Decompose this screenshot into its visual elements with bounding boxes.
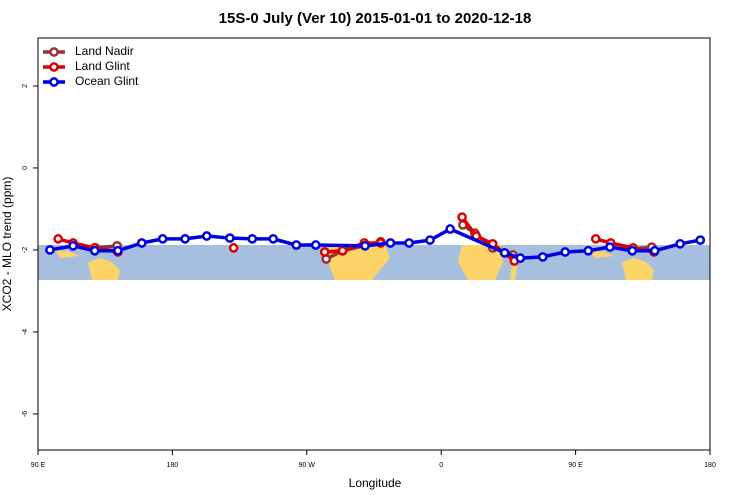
data-point [136,238,147,248]
legend-marker [49,77,59,87]
legend-marker [49,47,59,57]
y-tick-label: 0 [22,166,29,170]
data-point [310,240,321,250]
data-point [228,243,239,253]
data-point [201,231,212,241]
data-point [319,247,330,257]
data-point [649,245,660,256]
data-point [499,247,510,258]
data-point [425,235,435,245]
data-point [515,253,526,263]
legend-label: Land Nadir [75,44,134,58]
data-point [180,234,190,244]
legend-label: Ocean Glint [75,74,139,88]
data-point [445,224,456,234]
data-point [627,245,638,256]
data-point [225,233,235,243]
data-point [68,240,78,251]
x-tick-label: 90 E [568,462,583,469]
data-point [560,247,570,257]
data-point [537,252,548,262]
data-point [605,242,615,252]
x-tick-label: 180 [167,462,179,469]
x-tick-label: 0 [439,462,443,469]
series-line [49,227,701,260]
data-point [291,240,302,250]
y-tick-label: -4 [22,329,29,335]
data-point [404,238,414,248]
data-point [695,235,706,245]
legend-marker [49,62,59,72]
y-axis-label: XCO2 - MLO trend (ppm) [0,177,14,312]
data-point [113,245,123,256]
y-tick-label: -2 [22,247,29,253]
data-point [89,245,100,256]
y-tick-label: -6 [22,411,29,417]
data-point [268,234,279,244]
x-tick-label: 90 E [31,462,46,469]
chart-title: 15S-0 July (Ver 10) 2015-01-01 to 2020-1… [219,10,532,27]
data-point [457,212,467,222]
data-point [590,234,601,244]
data-point [157,234,168,244]
data-point [675,238,685,249]
x-tick-label: 180 [704,462,716,469]
data-point [247,234,258,244]
data-point [45,245,55,255]
data-point [53,234,64,244]
data-point [385,238,396,248]
legend-label: Land Glint [75,59,130,73]
x-tick-label: 90 W [299,462,316,469]
y-tick-label: 2 [22,84,29,88]
plot-frame [37,37,711,451]
data-point [360,240,370,251]
data-point [583,245,594,256]
x-axis-label: Longitude [349,476,402,490]
data-point [337,245,348,256]
